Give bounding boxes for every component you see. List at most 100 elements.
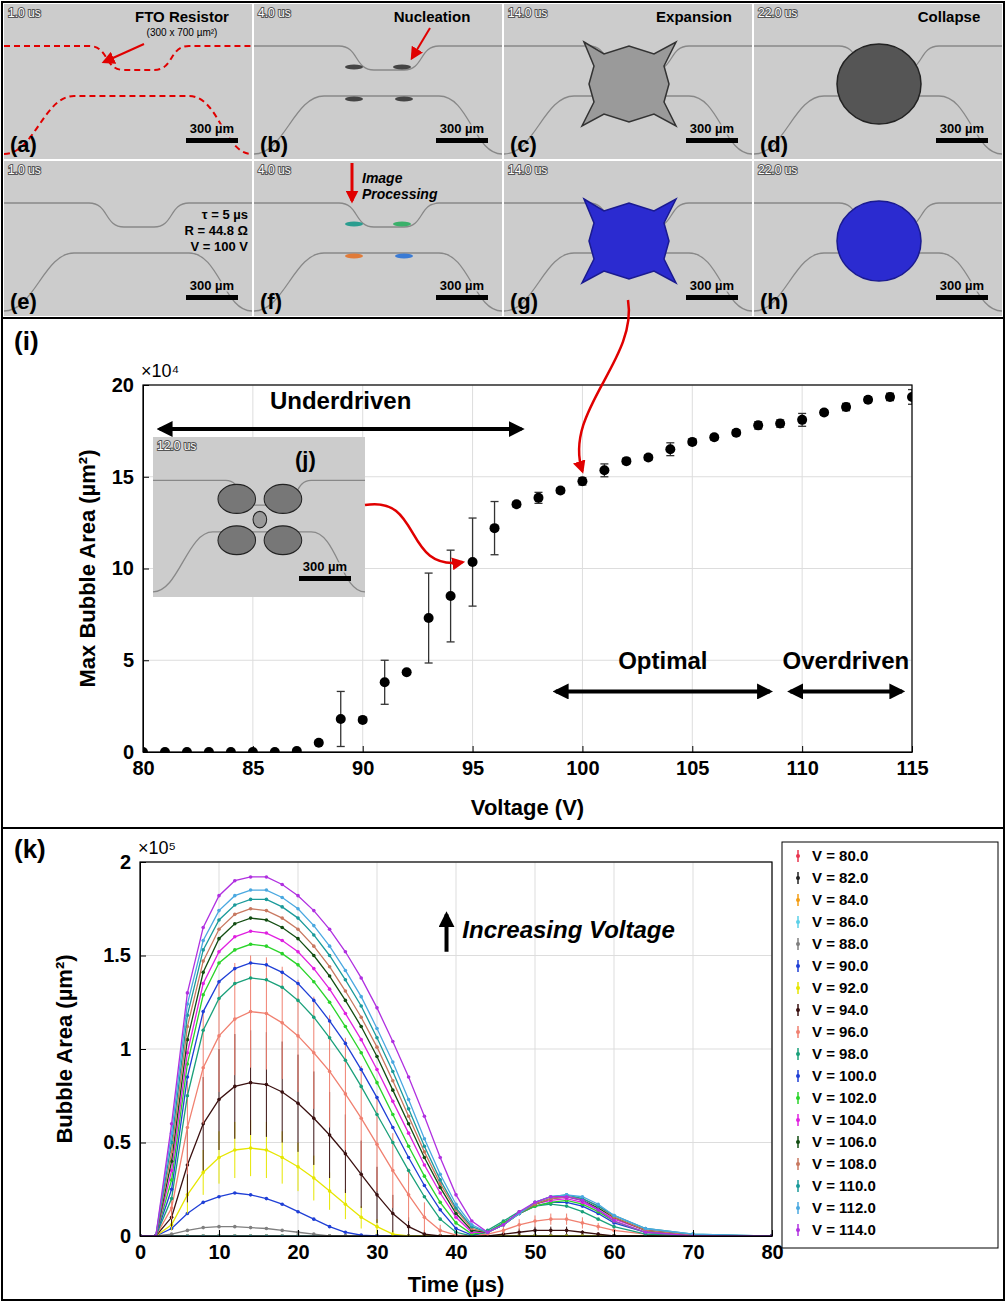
- x-tick-label: 115: [896, 757, 928, 779]
- channel-wall: [254, 253, 502, 311]
- series-point: [170, 1197, 174, 1201]
- x-tick-mark: [582, 746, 583, 752]
- legend-swatch-dot: [796, 854, 800, 858]
- error-bar-cap: [381, 704, 389, 705]
- series-point: [423, 1184, 427, 1188]
- data-point: [797, 415, 807, 425]
- series-point: [423, 1137, 427, 1141]
- photo-content: [754, 44, 1002, 154]
- photo-panel: τ = 5 µsR = 44.8 ΩV = 100 V1.0 us300 µm(…: [4, 161, 252, 316]
- plot-frame: [143, 385, 912, 752]
- channel-wall: [254, 96, 502, 154]
- series-point: [391, 1141, 395, 1145]
- legend-item: V = 112.0: [796, 1199, 876, 1216]
- legend-label: V = 104.0: [812, 1111, 877, 1128]
- series-point: [170, 1206, 174, 1210]
- photo-panel: 14.0 us300 µm(g): [504, 161, 752, 316]
- x-tick-label: 20: [287, 1241, 309, 1263]
- x-tick: 30: [366, 1230, 388, 1263]
- legend-item: V = 106.0: [796, 1133, 877, 1150]
- series-point: [170, 1178, 174, 1182]
- bubble: [582, 199, 676, 283]
- x-tick-label: 10: [208, 1241, 230, 1263]
- panel-frame: [2, 318, 1004, 828]
- scale-bar: [186, 295, 238, 300]
- x-tick-label: 80: [761, 1241, 783, 1263]
- series-point: [328, 987, 332, 991]
- series-point: [344, 999, 348, 1003]
- data-point: [709, 432, 719, 442]
- error-bar-cap: [469, 605, 477, 606]
- series-point: [265, 1148, 269, 1152]
- x-tick-label: 30: [366, 1241, 388, 1263]
- legend-label: V = 100.0: [812, 1067, 877, 1084]
- series-point: [249, 929, 253, 933]
- legend-label: V = 108.0: [812, 1155, 877, 1172]
- series-point: [249, 1226, 253, 1230]
- series-point: [407, 1107, 411, 1111]
- series-point: [312, 1232, 316, 1236]
- series-point: [486, 1230, 490, 1234]
- series-point: [565, 1204, 569, 1208]
- data-point: [160, 747, 170, 752]
- photo-annotation: ImageProcessing: [362, 170, 438, 202]
- series-point: [454, 1202, 458, 1206]
- data-point: [402, 667, 412, 677]
- series-point: [344, 1025, 348, 1029]
- plot-data: [143, 390, 912, 752]
- series-point: [375, 1055, 379, 1059]
- series-point: [612, 1225, 616, 1229]
- series-point: [217, 1156, 221, 1160]
- scale-bar-label: 300 µm: [190, 278, 234, 293]
- series-point: [201, 926, 205, 930]
- data-point: [182, 747, 192, 752]
- photo-annotation: (300 x 700 µm²): [147, 27, 218, 38]
- x-tick-label: 50: [524, 1241, 546, 1263]
- x-tick: 40: [445, 1230, 467, 1263]
- series-point: [296, 1210, 300, 1214]
- series-point: [344, 1152, 348, 1156]
- photo-panel: Expansion14.0 us300 µm(c): [504, 4, 752, 159]
- pointer-arrow: [579, 300, 629, 471]
- series-point: [391, 1169, 395, 1173]
- series-point: [201, 1066, 205, 1070]
- series-point: [486, 1230, 490, 1234]
- x-tick-mark: [298, 1230, 299, 1236]
- legend-swatch-dot: [796, 1206, 800, 1210]
- series-point: [502, 1223, 506, 1227]
- series-point: [233, 1085, 237, 1089]
- legend-label: V = 88.0: [812, 935, 868, 952]
- x-tick: 90: [352, 746, 374, 779]
- data-point: [490, 523, 500, 533]
- legend-item: V = 102.0: [796, 1089, 877, 1106]
- series-point: [312, 954, 316, 958]
- series-point: [423, 1144, 427, 1148]
- series-point: [502, 1223, 506, 1227]
- series-point: [280, 896, 284, 900]
- series-point: [612, 1219, 616, 1223]
- series-point: [438, 1191, 442, 1195]
- series-point: [423, 1232, 427, 1236]
- panel-letter: (e): [10, 289, 37, 314]
- data-point: [819, 408, 829, 418]
- series-point: [517, 1230, 521, 1234]
- error-bar-cap: [469, 517, 477, 518]
- axis-line: [144, 752, 913, 753]
- series-point: [375, 1081, 379, 1085]
- series-point: [280, 926, 284, 930]
- bubble: [218, 484, 256, 513]
- data-point: [621, 456, 631, 466]
- x-tick: 95: [462, 746, 484, 779]
- series-point: [217, 997, 221, 1001]
- series-point: [407, 1122, 411, 1126]
- series-point: [312, 967, 316, 971]
- series-point: [565, 1217, 569, 1221]
- x-tick: 20: [287, 1230, 309, 1263]
- grid-line-x: [472, 385, 473, 752]
- x-tick-label: 40: [445, 1241, 467, 1263]
- x-tick: 70: [682, 1230, 704, 1263]
- legend-label: V = 86.0: [812, 913, 868, 930]
- time-label: 22.0 us: [758, 6, 797, 20]
- legend: V = 80.0V = 82.0V = 84.0V = 86.0V = 88.0…: [782, 842, 998, 1248]
- series-point: [280, 952, 284, 956]
